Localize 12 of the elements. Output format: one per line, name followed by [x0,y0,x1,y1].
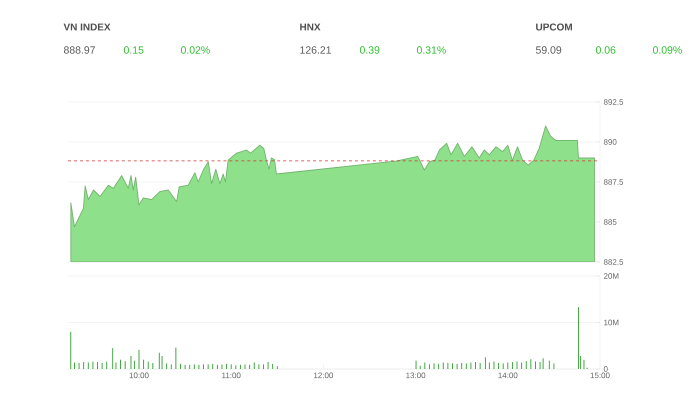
text: 0.06 [596,46,616,54]
category-label: HNX [300,24,320,30]
category-label: UPCOM [536,23,572,31]
text: 0.09% [652,46,682,54]
category-label: VN INDEX [64,24,110,30]
text: 0.15 [124,46,144,54]
data-label: 59.09 [536,46,562,54]
text: 0.39 [360,46,380,54]
text: 0.31% [416,46,446,54]
data-label: 126.21 [300,46,331,54]
text: 0.02% [180,46,210,54]
data-label: 888.97 [64,46,95,54]
